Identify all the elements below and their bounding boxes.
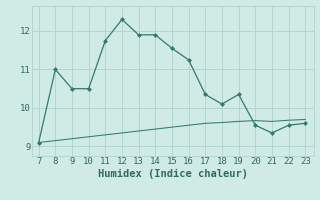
- X-axis label: Humidex (Indice chaleur): Humidex (Indice chaleur): [98, 169, 248, 179]
